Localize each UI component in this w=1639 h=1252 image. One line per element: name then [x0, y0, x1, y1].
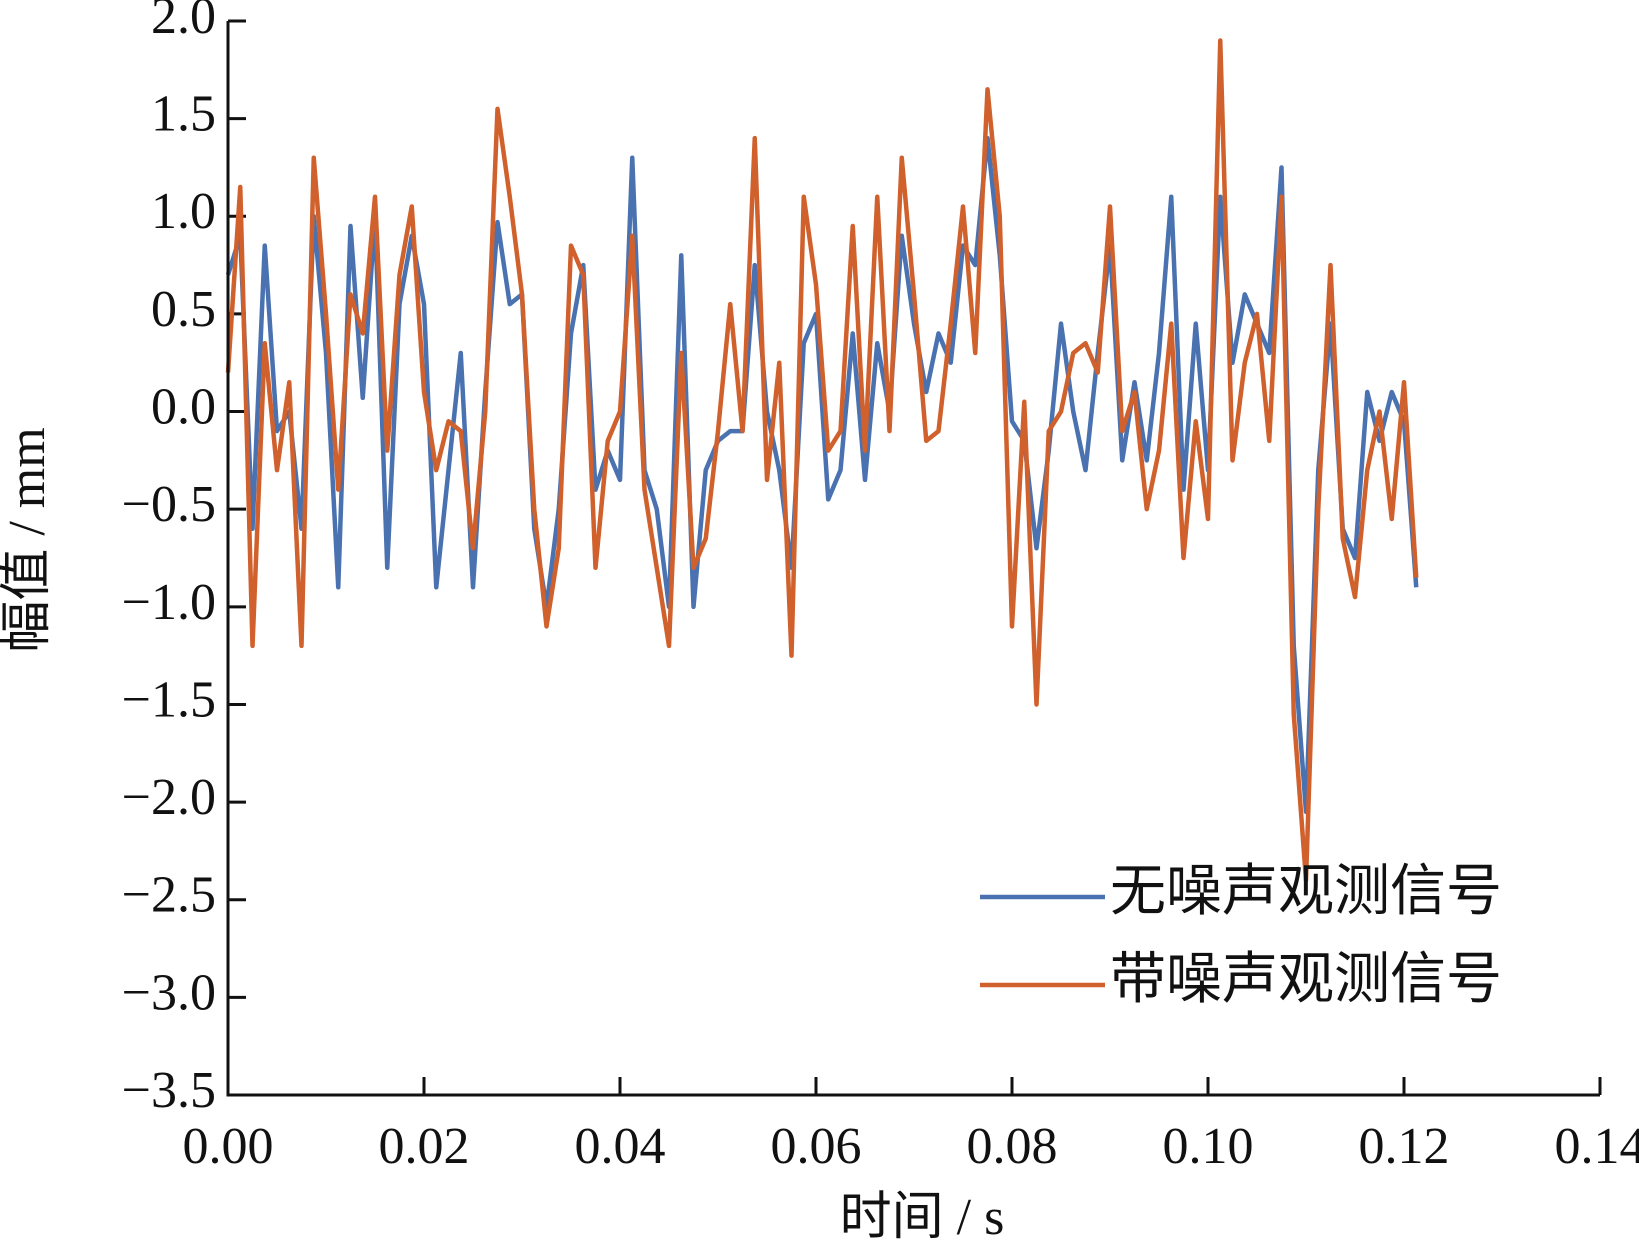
x-tick-label: 0.12: [1359, 1118, 1450, 1175]
y-tick-label: 0.5: [151, 281, 216, 338]
x-axis-label: 时间 / s: [840, 1189, 1005, 1246]
y-tick-label: −3.5: [122, 1062, 216, 1119]
series-line: [225, 135, 1419, 815]
y-axis-label: 幅值 / mm: [0, 427, 56, 652]
x-tick-label: 0.14: [1555, 1118, 1639, 1175]
x-tick-label: 0.06: [771, 1118, 862, 1175]
y-tick-label: −0.5: [122, 476, 216, 533]
y-tick-label: −3.0: [122, 964, 216, 1021]
y-tick-label: −1.5: [122, 671, 216, 728]
x-tick-label: 0.04: [575, 1118, 666, 1175]
y-tick-label: 1.0: [151, 183, 216, 240]
y-tick-label: −2.5: [122, 867, 216, 924]
y-tick-label: 2.0: [151, 0, 216, 45]
y-tick-label: 1.5: [151, 86, 216, 143]
legend-label: 无噪声观测信号: [1110, 861, 1502, 923]
axes: [226, 21, 1600, 1097]
series-line: [225, 38, 1419, 883]
y-tick-label: −2.0: [122, 769, 216, 826]
x-tick-label: 0.02: [379, 1118, 470, 1175]
y-tick-label: −1.0: [122, 574, 216, 631]
legend-label: 带噪声观测信号: [1110, 949, 1502, 1011]
x-tick-label: 0.08: [967, 1118, 1058, 1175]
y-tick-label: 0.0: [151, 378, 216, 435]
x-tick-label: 0.10: [1163, 1118, 1254, 1175]
x-tick-label: 0.00: [183, 1118, 274, 1175]
